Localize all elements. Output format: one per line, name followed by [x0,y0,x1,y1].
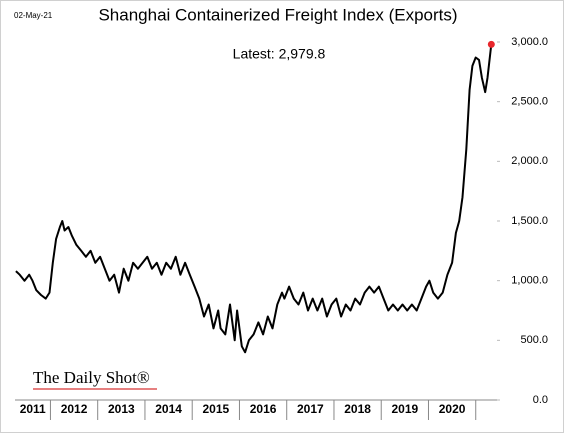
x-tick-label: 2013 [108,402,135,416]
y-tick-label: 1,000.0 [511,275,548,287]
line-series [15,44,493,354]
y-tick-label: 2,000.0 [511,155,548,167]
source-logo: The Daily Shot® [33,368,150,387]
date-label: 02-May-21 [14,11,53,20]
x-tick-label: 2016 [250,402,277,416]
chart-title: Shanghai Containerized Freight Index (Ex… [98,5,457,24]
x-tick-label: 2011 [20,402,46,416]
x-tick-label: 2019 [392,402,419,416]
x-tick-label: 2015 [202,402,229,416]
x-tick-label: 2012 [61,402,88,416]
x-tick-label: 2017 [297,402,324,416]
y-tick-label: 500.0 [520,334,548,346]
y-tick-label: 0.0 [533,394,548,406]
y-tick-label: 3,000.0 [511,36,548,48]
x-tick-label: 2020 [439,402,466,416]
latest-point [487,40,495,48]
x-tick-label: 2018 [344,402,371,416]
annotation: Latest: 2,979.8 [233,46,326,62]
y-tick-label: 2,500.0 [511,96,548,108]
x-tick-label: 2014 [155,402,182,416]
y-tick-label: 1,500.0 [511,215,548,227]
